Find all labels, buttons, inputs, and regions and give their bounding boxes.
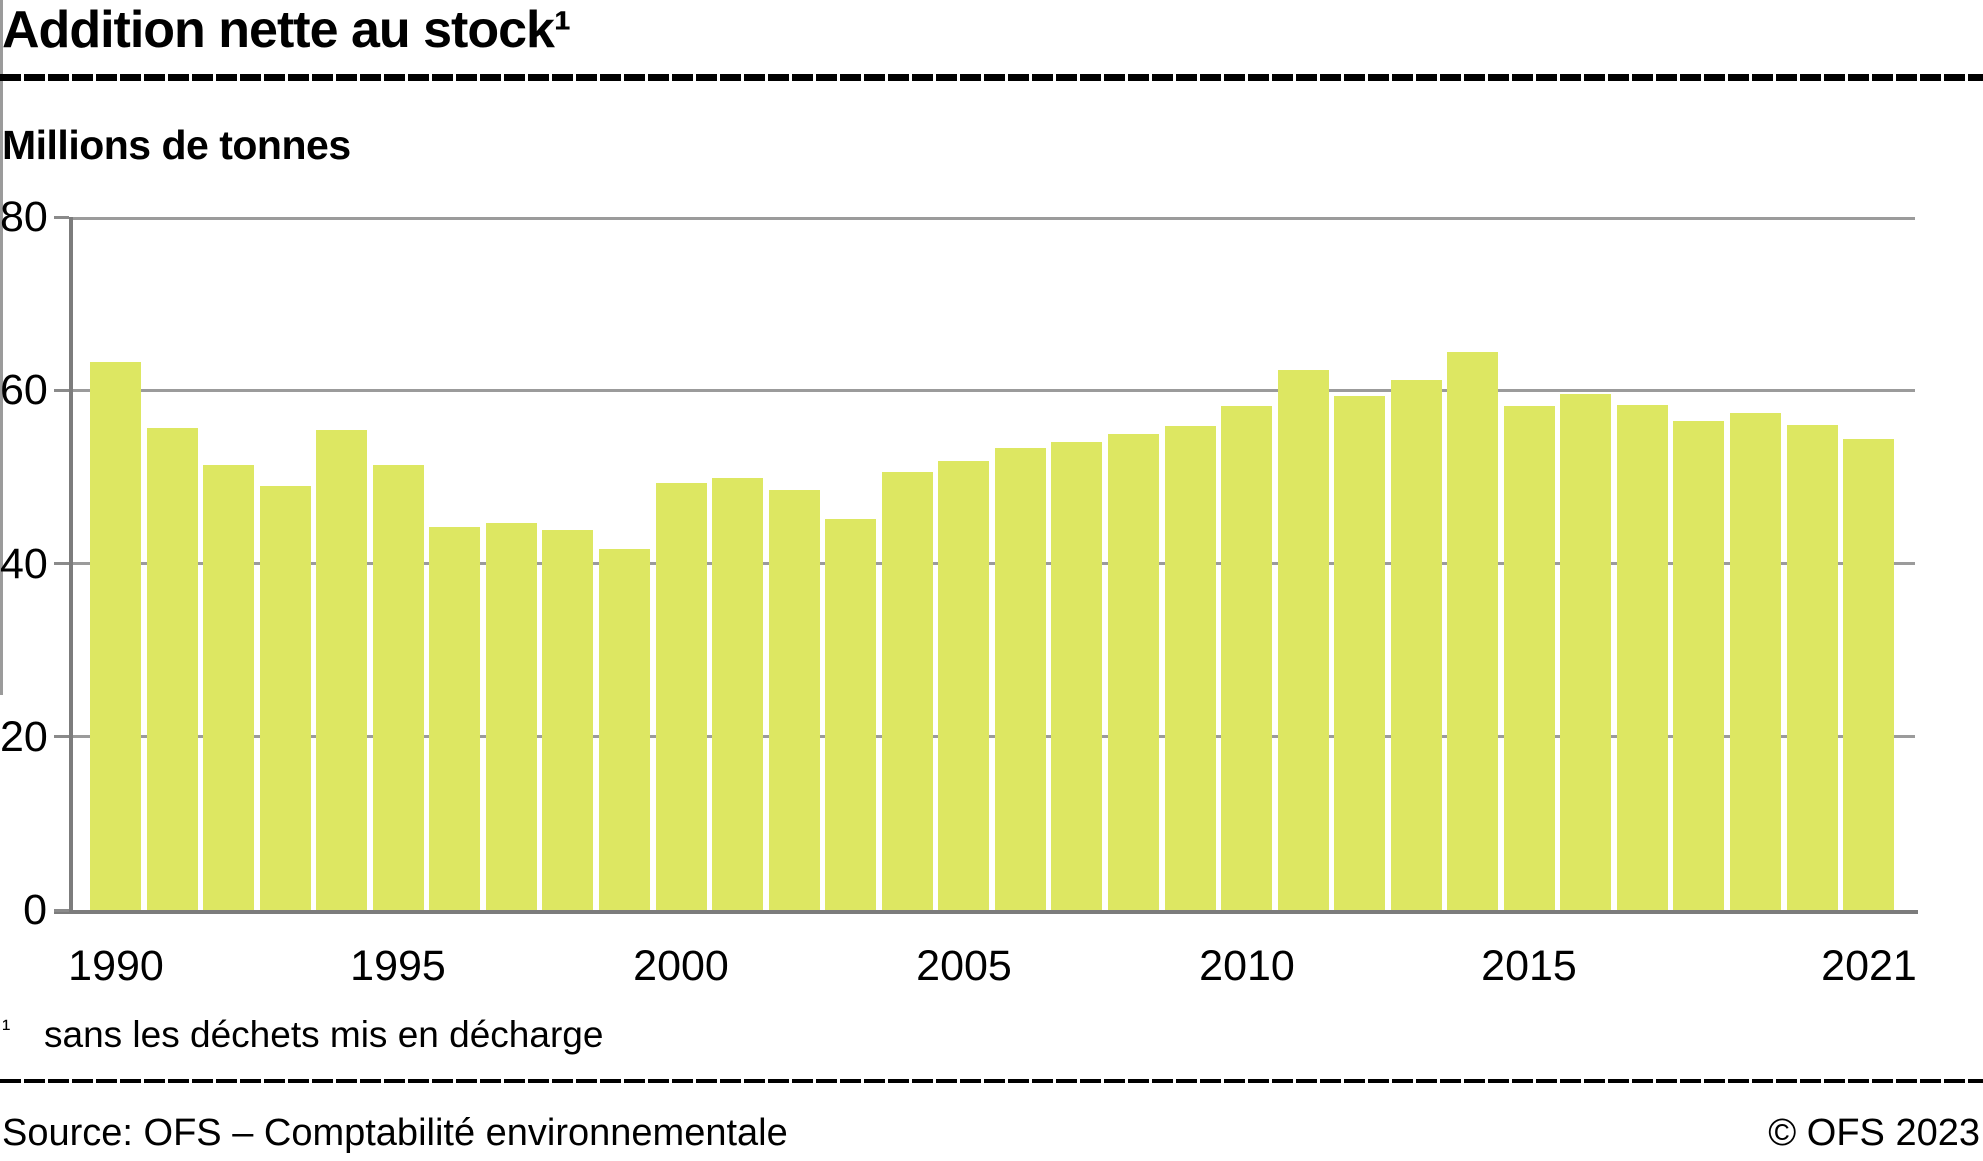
y-tick-label-60: 60 xyxy=(0,366,48,414)
bar-2008 xyxy=(1107,433,1159,910)
y-tick-mark-0 xyxy=(54,908,69,912)
bar-2013 xyxy=(1390,379,1442,910)
x-tick-label-2010: 2010 xyxy=(1199,942,1295,990)
plot-right-border xyxy=(0,0,3,695)
footer-divider xyxy=(0,1079,1983,1083)
bar-2017 xyxy=(1616,405,1668,910)
y-tick-mark-80 xyxy=(54,215,69,219)
bar-2009 xyxy=(1164,425,1216,910)
bar-2000 xyxy=(655,482,707,910)
y-tick-mark-40 xyxy=(54,562,69,565)
bar-1990 xyxy=(90,361,141,910)
y-axis-unit-label: Millions de tonnes xyxy=(2,122,351,168)
y-tick-label-20: 20 xyxy=(0,713,48,761)
bar-2015 xyxy=(1503,405,1555,910)
bar-2004 xyxy=(881,471,933,910)
bar-2003 xyxy=(825,518,877,910)
bar-2011 xyxy=(1277,370,1329,910)
footnote-marker: ¹ xyxy=(2,1015,11,1043)
bar-2002 xyxy=(768,489,820,910)
bar-2014 xyxy=(1447,352,1499,910)
footnote: ¹ sans les déchets mis en décharge xyxy=(2,1014,603,1056)
x-tick-label-1990: 1990 xyxy=(68,942,164,990)
source-label: Source: OFS – Comptabilité environnement… xyxy=(2,1112,788,1154)
gridline-60 xyxy=(73,388,1915,392)
y-axis-line xyxy=(69,217,73,914)
x-tick-label-2021: 2021 xyxy=(1821,942,1917,990)
x-tick-label-2000: 2000 xyxy=(633,942,729,990)
bar-2007 xyxy=(1051,442,1103,910)
bar-2006 xyxy=(994,448,1046,910)
x-tick-label-2015: 2015 xyxy=(1481,942,1577,990)
copyright-label: © OFS 2023 xyxy=(1768,1112,1980,1154)
x-tick-label-2005: 2005 xyxy=(916,942,1012,990)
footer: Source: OFS – Comptabilité environnement… xyxy=(2,1112,1980,1155)
bar-1998 xyxy=(542,529,594,910)
bar-2021 xyxy=(1843,438,1894,910)
bar-2005 xyxy=(938,461,990,910)
gridline-40 xyxy=(73,562,1915,565)
bar-1996 xyxy=(429,527,481,910)
bar-1994 xyxy=(316,430,368,910)
bar-2012 xyxy=(1334,396,1386,910)
y-tick-mark-20 xyxy=(54,735,69,739)
footnote-text: sans les déchets mis en décharge xyxy=(44,1014,604,1055)
y-tick-label-80: 80 xyxy=(0,193,48,241)
bar-1992 xyxy=(203,464,255,910)
gridline-20 xyxy=(73,735,1915,739)
x-axis-line xyxy=(54,910,1918,914)
bar-2020 xyxy=(1786,424,1838,910)
y-tick-mark-60 xyxy=(54,388,69,392)
y-tick-label-40: 40 xyxy=(0,540,48,588)
bar-2010 xyxy=(1221,405,1272,910)
bar-2016 xyxy=(1560,393,1612,910)
bar-1995 xyxy=(372,464,424,910)
bar-2001 xyxy=(712,477,763,910)
bar-1991 xyxy=(146,427,198,910)
bar-1997 xyxy=(485,522,537,910)
x-tick-label-1995: 1995 xyxy=(350,942,446,990)
bar-2018 xyxy=(1673,420,1725,910)
y-tick-label-0: 0 xyxy=(23,886,47,934)
bar-2019 xyxy=(1729,412,1781,910)
bar-1999 xyxy=(599,548,650,910)
plot-area xyxy=(73,217,1915,910)
bar-1993 xyxy=(259,486,311,910)
title-divider xyxy=(0,74,1983,81)
page-title: Addition nette au stock¹ xyxy=(2,1,571,59)
gridline-80 xyxy=(73,217,1915,220)
